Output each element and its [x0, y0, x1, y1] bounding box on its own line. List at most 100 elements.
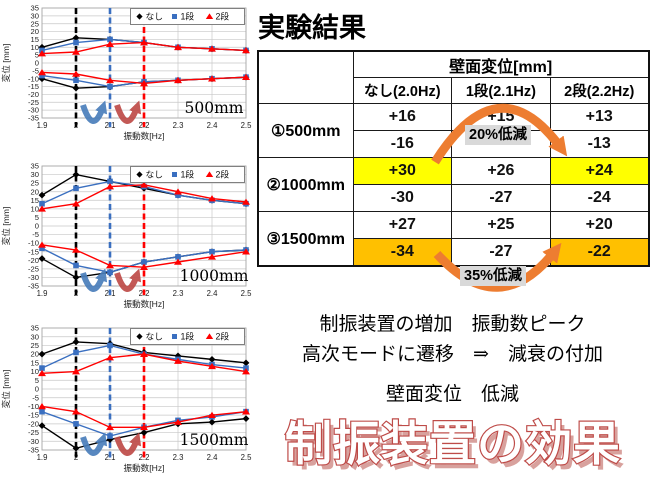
- svg-text:0: 0: [35, 385, 39, 394]
- svg-text:5: 5: [35, 213, 39, 222]
- svg-text:15: 15: [31, 196, 39, 205]
- svg-text:1段: 1段: [181, 169, 195, 180]
- svg-text:-5: -5: [32, 230, 39, 239]
- table-span-header: 壁面変位[mm]: [352, 50, 650, 78]
- big-title-shadow-text: 制振装置の効果: [289, 422, 625, 475]
- svg-text:-15: -15: [28, 247, 39, 256]
- svg-text:-5: -5: [32, 66, 39, 75]
- svg-text:35: 35: [31, 162, 39, 171]
- table-cell: -16: [352, 130, 453, 158]
- table-row: ①500mm +16 +15 +13: [257, 103, 650, 158]
- col-header-1dan: 1段(2.1Hz): [451, 77, 551, 104]
- table-cell: -22: [549, 238, 650, 267]
- svg-text:0: 0: [35, 222, 39, 231]
- svg-text:1.9: 1.9: [37, 453, 48, 462]
- svg-text:2.3: 2.3: [173, 289, 184, 298]
- svg-text:2.4: 2.4: [207, 453, 219, 462]
- conclusion-line-3: 壁面変位 低減: [385, 383, 519, 405]
- svg-text:-25: -25: [28, 264, 39, 273]
- right-column: 実験結果 壁面変位[mm] なし(2.0Hz) 1段(2.1Hz) 2段(2.2…: [255, 0, 650, 488]
- svg-text:2.3: 2.3: [173, 121, 184, 130]
- conclusion-line-1: 制振装置の増加 振動数ピーク: [319, 313, 586, 335]
- svg-text:1.9: 1.9: [37, 121, 48, 130]
- chart-size-label: 1000mm: [180, 267, 249, 285]
- svg-text:15: 15: [31, 358, 39, 367]
- table-cell: +16: [352, 103, 453, 131]
- svg-text:25: 25: [31, 19, 39, 28]
- svg-text:2.5: 2.5: [241, 453, 252, 462]
- table-row: -30 -27 -24: [258, 184, 650, 212]
- svg-text:-20: -20: [28, 256, 39, 265]
- svg-text:2.4: 2.4: [207, 289, 219, 298]
- reduction-badge-20: 20%低減: [465, 125, 532, 145]
- chart-1000mm: -35-30-25-20-15-10-5051015202530351.922.…: [0, 158, 252, 320]
- series-2段: [38, 350, 250, 431]
- svg-text:30: 30: [31, 170, 39, 179]
- results-table: 壁面変位[mm] なし(2.0Hz) 1段(2.1Hz) 2段(2.2Hz) ①…: [257, 50, 650, 267]
- svg-text:35: 35: [31, 324, 39, 333]
- svg-text:-30: -30: [28, 437, 39, 446]
- table-cell: -30: [352, 184, 453, 212]
- svg-text:20: 20: [31, 350, 39, 359]
- svg-text:-15: -15: [28, 82, 39, 91]
- svg-text:25: 25: [31, 341, 39, 350]
- peak-shift-arrow-blue: [80, 268, 108, 292]
- chart-1000mm-svg: -35-30-25-20-15-10-5051015202530351.922.…: [0, 162, 252, 309]
- legend: なし 1段 2段: [130, 328, 245, 345]
- svg-text:-20: -20: [28, 90, 39, 99]
- svg-text:5: 5: [35, 51, 39, 60]
- series-2段: [38, 181, 250, 270]
- svg-text:2段: 2段: [216, 331, 230, 342]
- conclusion-line-2: 高次モードに遷移 ⇒ 減衰の付加: [302, 343, 603, 365]
- chart-500mm-svg: -35-30-25-20-15-10-5051015202530351.922.…: [0, 4, 252, 141]
- big-title: 制振装置の効果 制振装置の効果: [284, 416, 625, 475]
- svg-text:25: 25: [31, 179, 39, 188]
- svg-text:-35: -35: [28, 446, 39, 455]
- legend: なし 1段 2段: [130, 8, 245, 25]
- svg-text:2.4: 2.4: [207, 121, 219, 130]
- svg-text:なし: なし: [146, 170, 164, 180]
- svg-text:30: 30: [31, 332, 39, 341]
- x-axis-title: 振動数[Hz]: [123, 130, 164, 141]
- table-cell: -13: [549, 130, 650, 158]
- svg-text:35: 35: [31, 4, 39, 13]
- svg-text:2.5: 2.5: [241, 121, 252, 130]
- svg-text:-25: -25: [28, 98, 39, 107]
- table-cell: -24: [549, 184, 650, 212]
- chart-1500mm: -35-30-25-20-15-10-5051015202530351.922.…: [0, 320, 252, 488]
- svg-text:2.3: 2.3: [173, 453, 184, 462]
- svg-text:-35: -35: [28, 282, 39, 291]
- peak-shift-arrow-red: [114, 100, 142, 124]
- x-axis-title: 振動数[Hz]: [123, 462, 164, 473]
- chart-size-label: 1500mm: [180, 431, 249, 449]
- y-axis-title: 変位 [mm]: [0, 370, 11, 409]
- legend: なし 1段 2段: [130, 166, 245, 183]
- svg-text:なし: なし: [146, 332, 164, 342]
- svg-text:10: 10: [31, 367, 39, 376]
- table-row: ②1000mm +30 +26 +24: [257, 157, 650, 212]
- page-title: 実験結果: [258, 13, 366, 44]
- svg-text:1段: 1段: [181, 11, 195, 22]
- svg-text:-30: -30: [28, 273, 39, 282]
- reduction-badge-35: 35%低減: [460, 266, 527, 286]
- table-cell: +26: [451, 157, 551, 185]
- charts-column: -35-30-25-20-15-10-5051015202530351.922.…: [0, 0, 252, 488]
- table-cell: +13: [549, 103, 650, 131]
- svg-text:1.9: 1.9: [37, 289, 48, 298]
- svg-text:-25: -25: [28, 428, 39, 437]
- table-corner-cell: [257, 50, 354, 104]
- chart-1500mm-svg: -35-30-25-20-15-10-5051015202530351.922.…: [0, 324, 252, 473]
- x-axis-title: 振動数[Hz]: [123, 298, 164, 309]
- svg-text:1段: 1段: [181, 331, 195, 342]
- svg-text:-10: -10: [28, 74, 39, 83]
- svg-text:20: 20: [31, 187, 39, 196]
- table-cell: +25: [451, 211, 551, 239]
- row-label: ③1500mm: [257, 211, 354, 267]
- svg-text:2段: 2段: [216, 11, 230, 22]
- peak-shift-arrow-blue: [80, 100, 108, 124]
- series-2段: [38, 39, 250, 87]
